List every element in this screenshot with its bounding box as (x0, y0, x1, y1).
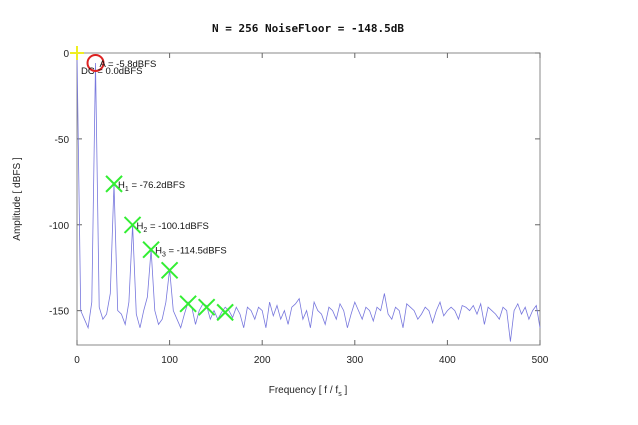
harmonic-marker (179, 295, 197, 313)
annotation-label: H3 = -114.5dBFS (155, 246, 227, 259)
harmonic-marker (142, 240, 160, 259)
y-axis-label: Amplitude [ dBFS ] (12, 157, 23, 241)
plot-frame (76, 52, 541, 346)
axis-ticks: 0 100 200 300 400 500 0 -50 -100 -150 (49, 49, 549, 366)
annotation-label: H2 = -100.1dBFS (137, 221, 209, 234)
harmonic-marker (160, 261, 179, 279)
x-axis-label: Frequency [ f / fs ] (269, 385, 348, 398)
x-tick-label: 300 (346, 355, 363, 366)
spectrum-series-line (76, 52, 541, 342)
y-tick-label: 0 (63, 49, 69, 60)
x-tick-label: 400 (439, 355, 456, 366)
x-tick-label: 100 (161, 355, 178, 366)
y-tick-label: -50 (55, 135, 70, 146)
annotation-label: A = -5.8dBFS (100, 59, 157, 70)
harmonic-markers (70, 46, 234, 322)
spectrum-line (76, 52, 541, 342)
annotation-label: DC = 0.0dBFS (81, 66, 143, 77)
harmonic-marker (197, 298, 216, 316)
x-tick-label: 0 (74, 355, 80, 366)
y-tick-label: -150 (49, 307, 69, 318)
x-tick-label: 500 (532, 355, 549, 366)
harmonic-marker (123, 216, 142, 234)
annotation-label: H1 = -76.2dBFS (118, 180, 185, 193)
harmonic-marker (216, 303, 234, 322)
chart-title: N = 256 NoiseFloor = -148.5dB (212, 22, 404, 35)
y-tick-label: -100 (49, 221, 69, 232)
harmonic-marker (105, 175, 123, 193)
fundamental-marker (86, 53, 105, 72)
x-tick-label: 200 (254, 355, 271, 366)
